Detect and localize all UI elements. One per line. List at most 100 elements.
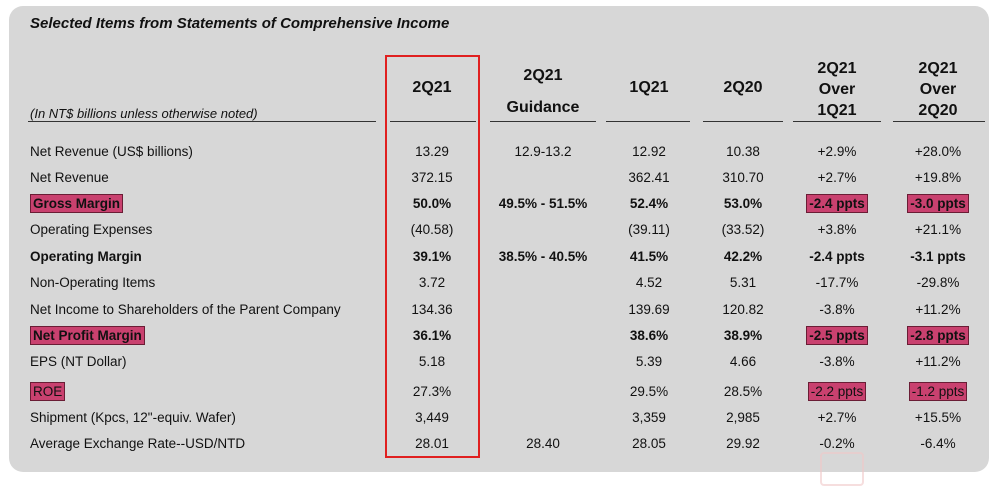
row-label: Operating Expenses (30, 222, 153, 237)
cell-over-2q20: -3.0 ppts (893, 191, 983, 217)
cell-2q21: (40.58) (410, 222, 454, 237)
header-rule (703, 121, 783, 122)
cell-over-2q20: -3.1 ppts (910, 249, 966, 264)
header-over-1q21-line1: 2Q21 (817, 60, 857, 77)
table-title: Selected Items from Statements of Compre… (30, 15, 450, 32)
table-row: Net Profit Margin 36.1% 38.6% 38.9% -2.5… (0, 323, 996, 349)
row-label: Non-Operating Items (30, 275, 156, 290)
cell-1q21: 41.5% (629, 249, 669, 264)
header-rule (390, 121, 476, 122)
highlight-value: -2.2 ppts (807, 382, 867, 401)
cell-1q21: 139.69 (628, 302, 670, 317)
cell-over-2q20: +11.2% (915, 354, 961, 369)
cell-over-1q21: +2.9% (817, 144, 857, 159)
row-label: Gross Margin (30, 191, 124, 217)
cell-1q21: 5.39 (635, 354, 663, 369)
cell-over-1q21: +2.7% (817, 410, 857, 425)
cell-2q21: 27.3% (412, 384, 452, 399)
row-label: Net Revenue (US$ billions) (30, 144, 193, 159)
row-label: Shipment (Kpcs, 12"-equiv. Wafer) (30, 410, 236, 425)
cell-over-1q21: +2.7% (817, 170, 857, 185)
cell-over-2q20: +11.2% (915, 302, 961, 317)
row-label: Operating Margin (30, 249, 142, 264)
table-row: ROE 27.3% 29.5% 28.5% -2.2 ppts -1.2 ppt… (0, 379, 996, 405)
cell-over-2q20: +19.8% (914, 170, 962, 185)
header-rule (893, 121, 985, 122)
header-2q20: 2Q20 (703, 77, 783, 98)
row-label: EPS (NT Dollar) (30, 354, 127, 369)
header-rule (606, 121, 690, 122)
header-rule (490, 121, 596, 122)
cell-1q21: 4.52 (635, 275, 663, 290)
header-guidance: 2Q21 Guidance (488, 60, 598, 124)
cell-2q21: 36.1% (412, 328, 452, 343)
cell-2q20: 29.92 (726, 436, 760, 451)
cell-over-1q21: -2.4 ppts (793, 191, 881, 217)
row-label: Average Exchange Rate--USD/NTD (30, 436, 246, 451)
cell-over-2q20: -1.2 ppts (893, 379, 983, 405)
cell-2q21: 39.1% (412, 249, 452, 264)
cell-2q20: 28.5% (723, 384, 763, 399)
highlight-value: -3.0 ppts (907, 194, 969, 213)
header-over-1q21: 2Q21 Over 1Q21 (793, 58, 881, 121)
cell-1q21: 3,359 (632, 410, 666, 425)
cell-over-1q21: -2.2 ppts (793, 379, 881, 405)
cell-2q20: 42.2% (723, 249, 763, 264)
table-row: Net Revenue 372.15 362.41 310.70 +2.7% +… (0, 165, 996, 191)
units-note: (In NT$ billions unless otherwise noted) (30, 106, 258, 121)
cell-over-1q21: -3.8% (819, 354, 855, 369)
cell-2q20: 5.31 (729, 275, 757, 290)
row-label: Net Income to Shareholders of the Parent… (30, 302, 341, 317)
cell-2q21: 134.36 (411, 302, 453, 317)
header-over-2q20-line3: 2Q20 (918, 102, 958, 119)
table-row: Shipment (Kpcs, 12"-equiv. Wafer) 3,449 … (0, 405, 996, 431)
cell-1q21: 29.5% (629, 384, 669, 399)
cell-2q21: 3,449 (415, 410, 449, 425)
cell-2q21: 3.72 (418, 275, 446, 290)
cell-2q20: 53.0% (723, 196, 763, 211)
header-over-1q21-line3: 1Q21 (817, 102, 857, 119)
cell-2q21: 28.01 (415, 436, 449, 451)
cell-2q21: 50.0% (412, 196, 452, 211)
cell-over-1q21: -2.5 ppts (793, 323, 881, 349)
highlight-label: Net Profit Margin (30, 326, 145, 345)
table-row: Net Revenue (US$ billions) 13.29 12.9-13… (0, 139, 996, 165)
header-2q21: 2Q21 (387, 77, 477, 98)
header-guidance-line1: 2Q21 (523, 67, 563, 84)
cell-over-2q20: -6.4% (920, 436, 956, 451)
cell-2q20: 4.66 (729, 354, 757, 369)
header-2q20-text: 2Q20 (723, 79, 763, 96)
cell-1q21: (39.11) (628, 222, 670, 237)
header-over-1q21-line2: Over (818, 81, 856, 98)
cell-over-2q20: +21.1% (914, 222, 962, 237)
cell-guidance: 12.9-13.2 (514, 144, 572, 159)
highlight-label: ROE (30, 382, 66, 401)
cell-guidance: 49.5% - 51.5% (498, 196, 588, 211)
header-rule (28, 121, 376, 122)
cell-2q21: 13.29 (415, 144, 449, 159)
highlight-value: -2.4 ppts (806, 194, 868, 213)
header-over-2q20-line2: Over (919, 81, 957, 98)
header-guidance-line2: Guidance (506, 99, 580, 116)
cell-1q21: 38.6% (629, 328, 669, 343)
cell-over-1q21: -3.8% (819, 302, 855, 317)
table-row: EPS (NT Dollar) 5.18 5.39 4.66 -3.8% +11… (0, 349, 996, 375)
cell-2q20: (33.52) (721, 222, 765, 237)
table-row: Non-Operating Items 3.72 4.52 5.31 -17.7… (0, 270, 996, 296)
cell-over-2q20: +15.5% (914, 410, 962, 425)
header-1q21: 1Q21 (606, 77, 692, 98)
row-label: Net Profit Margin (30, 323, 145, 349)
highlight-label: Gross Margin (30, 194, 124, 213)
header-over-2q20: 2Q21 Over 2Q20 (893, 58, 983, 121)
cell-1q21: 12.92 (632, 144, 666, 159)
cell-2q21: 5.18 (418, 354, 446, 369)
cell-over-1q21: -0.2% (819, 436, 855, 451)
cell-2q21: 372.15 (411, 170, 453, 185)
cell-2q20: 2,985 (726, 410, 760, 425)
current-quarter-highlight-box (385, 55, 480, 458)
cell-over-1q21: -2.4 ppts (809, 249, 865, 264)
table-row: Gross Margin 50.0% 49.5% - 51.5% 52.4% 5… (0, 191, 996, 217)
cell-2q20: 38.9% (723, 328, 763, 343)
highlight-value: -1.2 ppts (908, 382, 968, 401)
header-over-2q20-line1: 2Q21 (918, 60, 958, 77)
